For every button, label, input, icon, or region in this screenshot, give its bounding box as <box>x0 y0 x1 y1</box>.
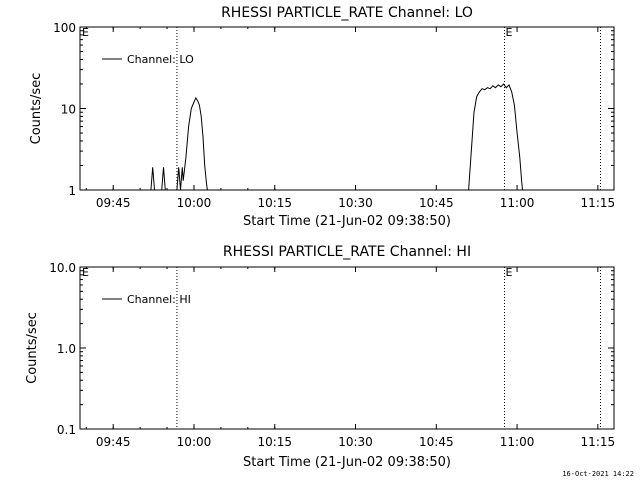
footer-timestamp: 16-Oct-2021 14:22 <box>562 470 634 478</box>
chart1-series-line <box>150 83 523 191</box>
chart1-corner-label-e: E <box>82 26 89 39</box>
chart2-y-tick-label: 1.0 <box>57 342 76 356</box>
chart2-x-tick-label: 10:30 <box>338 435 373 449</box>
chart1-y-tick-label: 100 <box>53 21 76 35</box>
chart1-x-tick-label: 10:15 <box>257 196 292 210</box>
chart2-legend-label: Channel: HI <box>127 293 191 306</box>
chart2-corner-label-e: E <box>82 266 89 279</box>
chart1-y-axis-label: Counts/sec <box>29 73 44 145</box>
chart1-title: RHESSI PARTICLE_RATE Channel: LO <box>221 5 473 21</box>
chart1-y-tick-label: 1 <box>68 184 76 198</box>
chart1-event-label: E <box>506 26 513 39</box>
chart2-title: RHESSI PARTICLE_RATE Channel: HI <box>223 244 471 260</box>
chart1-legend-label: Channel: LO <box>127 53 194 66</box>
chart2-event-label: E <box>506 266 513 279</box>
chart2-x-tick-label: 10:00 <box>177 435 212 449</box>
chart1-x-tick-label: 11:15 <box>581 196 616 210</box>
chart2-x-tick-label: 10:15 <box>257 435 292 449</box>
chart1-x-tick-label: 10:30 <box>338 196 373 210</box>
chart1-y-tick-label: 10 <box>61 103 76 117</box>
chart2-x-axis-label: Start Time (21-Jun-02 09:38:50) <box>243 455 451 470</box>
chart2-y-axis-label: Counts/sec <box>25 312 40 384</box>
chart2-x-tick-label: 10:45 <box>419 435 454 449</box>
chart1-x-tick-label: 10:00 <box>177 196 212 210</box>
chart2-plot-frame <box>79 266 615 430</box>
chart1-x-tick-label: 11:00 <box>500 196 535 210</box>
chart2-y-tick-label: 0.1 <box>57 423 76 437</box>
chart2-y-tick-label: 10.0 <box>49 261 76 275</box>
chart1-x-tick-label: 09:45 <box>96 196 131 210</box>
chart2-x-tick-label: 11:00 <box>500 435 535 449</box>
chart2-x-tick-label: 11:15 <box>581 435 616 449</box>
chart1-x-tick-label: 10:45 <box>419 196 454 210</box>
chart1-plot-frame <box>79 26 615 191</box>
chart1-x-axis-label: Start Time (21-Jun-02 09:38:50) <box>243 214 451 229</box>
chart2-x-tick-label: 09:45 <box>96 435 131 449</box>
